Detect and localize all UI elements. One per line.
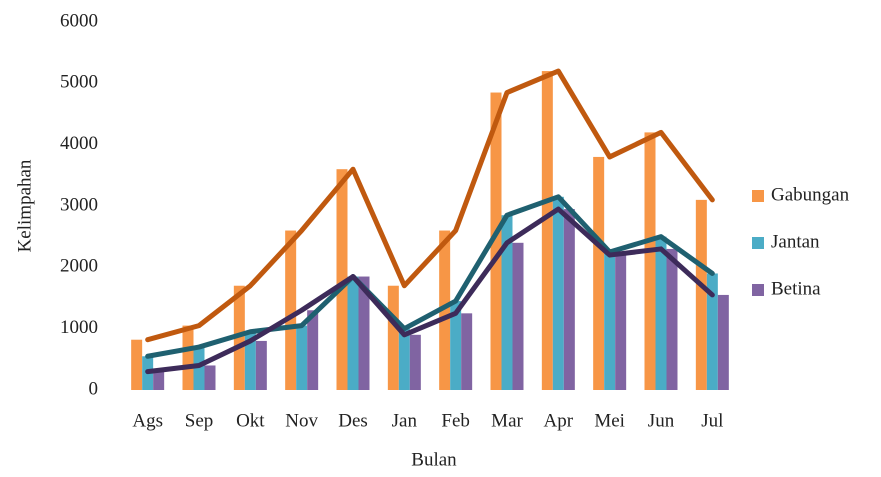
y-tick-label: 3000 bbox=[60, 194, 98, 215]
bar bbox=[644, 132, 656, 390]
bar bbox=[450, 301, 462, 390]
bar bbox=[439, 230, 451, 390]
bar bbox=[666, 248, 678, 390]
x-tick-label: Okt bbox=[236, 410, 265, 431]
bar bbox=[347, 276, 359, 390]
bar bbox=[336, 169, 348, 390]
x-tick-label: Ags bbox=[132, 410, 163, 431]
bar bbox=[387, 285, 399, 390]
bar bbox=[233, 285, 245, 390]
x-tick-label: Jan bbox=[392, 410, 418, 431]
x-tick-label: Jul bbox=[701, 410, 723, 431]
y-tick-label: 0 bbox=[89, 378, 99, 399]
bar bbox=[717, 294, 729, 390]
bar bbox=[307, 310, 319, 390]
bar bbox=[461, 313, 473, 390]
bar bbox=[244, 331, 256, 390]
bar bbox=[255, 340, 267, 390]
bar bbox=[706, 273, 718, 390]
bar bbox=[615, 255, 627, 390]
x-tick-label: Des bbox=[338, 410, 368, 431]
x-tick-label: Apr bbox=[544, 410, 574, 431]
legend-label: Betina bbox=[771, 278, 821, 299]
x-tick-label: Sep bbox=[185, 410, 214, 431]
y-tick-label: 1000 bbox=[60, 317, 98, 338]
bar bbox=[285, 230, 297, 390]
bar bbox=[182, 325, 194, 390]
bar bbox=[153, 371, 165, 390]
x-tick-label: Feb bbox=[441, 410, 470, 431]
bar bbox=[204, 365, 216, 390]
bar bbox=[512, 242, 524, 390]
bar bbox=[604, 252, 616, 390]
bar bbox=[490, 92, 502, 391]
bar bbox=[695, 199, 707, 390]
y-axis-title: Kelimpahan bbox=[14, 159, 35, 252]
trend-line bbox=[145, 206, 715, 375]
x-tick-label: Mar bbox=[491, 410, 523, 431]
bar bbox=[552, 196, 564, 390]
legend-label: Gabungan bbox=[771, 184, 850, 205]
y-tick-label: 2000 bbox=[60, 256, 98, 277]
x-tick-label: Mei bbox=[594, 410, 625, 431]
bar bbox=[358, 276, 370, 390]
legend-label: Jantan bbox=[771, 231, 820, 252]
x-axis-title: Bulan bbox=[411, 449, 457, 470]
bar bbox=[655, 236, 667, 390]
bar bbox=[193, 347, 205, 390]
bar bbox=[398, 328, 410, 390]
y-tick-label: 5000 bbox=[60, 72, 98, 93]
y-tick-label: 4000 bbox=[60, 133, 98, 154]
trend-line bbox=[145, 68, 715, 343]
bar bbox=[131, 339, 143, 390]
x-tick-label: Jun bbox=[648, 410, 675, 431]
legend-swatch bbox=[752, 190, 764, 202]
bar bbox=[563, 209, 575, 390]
legend-swatch bbox=[752, 284, 764, 296]
legend-swatch bbox=[752, 237, 764, 249]
trend-line bbox=[145, 194, 715, 359]
bar bbox=[296, 325, 308, 390]
bar bbox=[501, 215, 513, 390]
bar bbox=[409, 334, 421, 390]
bar bbox=[593, 156, 605, 390]
x-tick-label: Nov bbox=[285, 410, 318, 431]
y-tick-label: 6000 bbox=[60, 10, 98, 31]
bar bbox=[541, 71, 553, 391]
